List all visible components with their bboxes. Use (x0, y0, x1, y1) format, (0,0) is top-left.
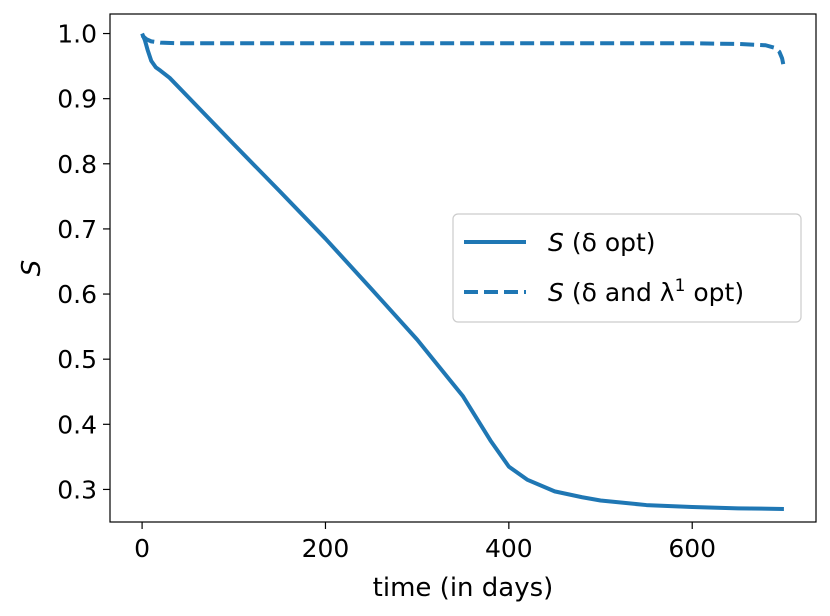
x-tick-label: 200 (302, 534, 350, 563)
y-tick-label: 0.9 (57, 85, 97, 114)
axes-frame (109, 13, 817, 523)
x-tick-label: 0 (134, 534, 150, 563)
legend-frame (452, 213, 802, 323)
legend-entry-1-superscript: 1 (675, 276, 686, 296)
x-axis-label: time (in days) (373, 573, 554, 603)
x-axis: 0 200 400 600 (134, 522, 716, 563)
legend-entry-0-symbol: S (548, 228, 564, 257)
legend: S (δ opt) S (δ and λ1 opt) (452, 213, 802, 323)
y-tick-label: 0.8 (57, 150, 97, 179)
y-tick-label: 0.3 (57, 475, 97, 504)
x-tick-label: 600 (668, 534, 716, 563)
legend-entry-1-tail: opt) (685, 278, 744, 307)
y-tick-label: 1.0 (57, 20, 97, 49)
series-line-solid (140, 32, 784, 511)
legend-entry-0-text: (δ opt) (564, 228, 656, 257)
legend-entry-1-text: (δ and λ (564, 278, 675, 307)
series-line-dashed (140, 33, 786, 68)
y-tick-label: 0.4 (57, 410, 97, 439)
y-tick-label: 0.6 (57, 280, 97, 309)
legend-entry-1-symbol: S (548, 278, 564, 307)
legend-entry-1: S (δ and λ1 opt) (548, 276, 744, 307)
plot-area (140, 32, 786, 511)
legend-entry-0: S (δ opt) (548, 228, 656, 257)
x-tick-label: 400 (485, 534, 533, 563)
y-tick-label: 0.7 (57, 215, 97, 244)
y-axis-label: S (17, 260, 47, 277)
y-tick-label: 0.5 (57, 345, 97, 374)
y-axis: 0.3 0.4 0.5 0.6 0.7 0.8 0.9 1.0 (57, 20, 110, 504)
